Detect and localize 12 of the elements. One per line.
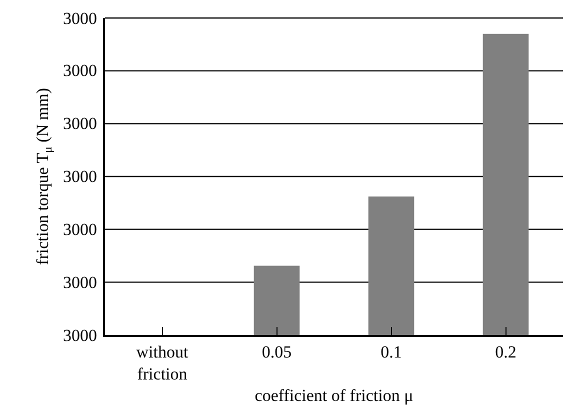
x-axis-title: coefficient of friction μ: [254, 386, 414, 405]
x-tick-label: without friction: [136, 342, 188, 384]
x-tick-label: 0.2: [495, 342, 516, 362]
text: 3000: [63, 167, 97, 186]
x-tick-label: 0.1: [380, 342, 402, 362]
text: 3000: [63, 114, 97, 133]
text: 3000: [63, 61, 97, 80]
text: 3000: [63, 9, 97, 28]
x-tick-label: 0.05: [262, 342, 292, 362]
text: 3000: [63, 220, 97, 239]
text: 3000: [63, 326, 97, 345]
text: 3000: [63, 273, 97, 292]
